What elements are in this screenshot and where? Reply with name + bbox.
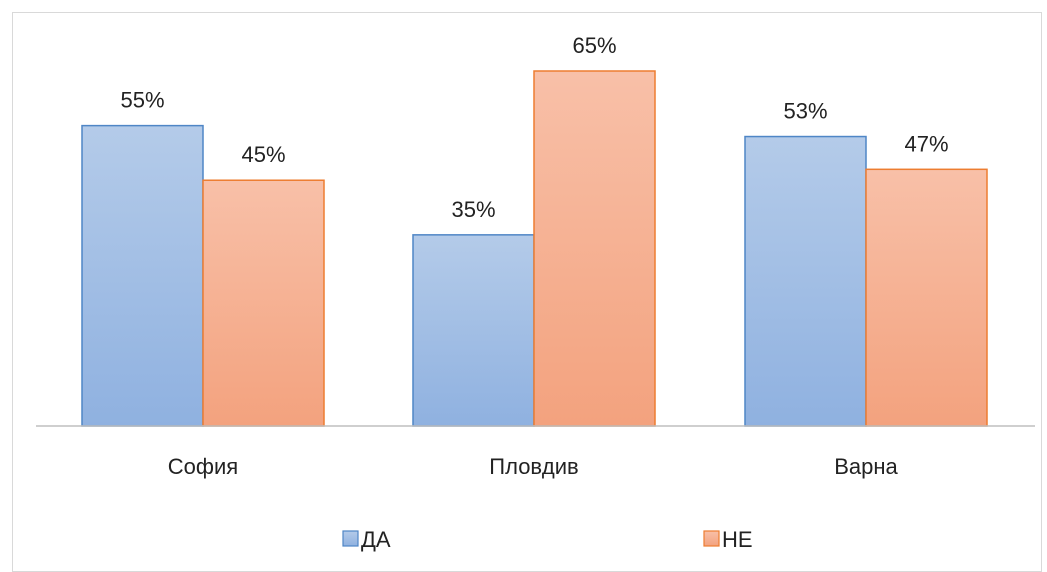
bar-ne-0 (202, 179, 325, 427)
bar-ne-2 (865, 168, 988, 427)
legend: ДА НЕ (342, 527, 753, 552)
category-label-0: София (168, 454, 238, 479)
data-label-da-1: 35% (451, 197, 495, 222)
data-label-da-2: 53% (783, 99, 827, 124)
bar-ne-1 (533, 70, 656, 427)
bars-layer (81, 70, 988, 427)
labels-layer: 55% 45% София 35% 65% Пловдив 53% 47% Варна (120, 33, 948, 479)
category-label-1: Пловдив (489, 454, 578, 479)
data-label-ne-0: 45% (241, 142, 285, 167)
legend-label-da: ДА (361, 527, 391, 552)
data-label-ne-2: 47% (904, 131, 948, 156)
data-label-ne-1: 65% (572, 33, 616, 58)
legend-swatch-da (342, 530, 359, 547)
legend-label-ne: НЕ (722, 527, 753, 552)
legend-swatch-ne (703, 530, 720, 547)
bar-da-0 (81, 124, 204, 427)
bar-chart: 55% 45% София 35% 65% Пловдив 53% 47% Варна ДА НЕ (36, 33, 1035, 552)
category-label-2: Варна (834, 454, 898, 479)
data-label-da-0: 55% (120, 88, 164, 113)
bar-da-2 (744, 135, 867, 427)
bar-da-1 (412, 234, 535, 427)
